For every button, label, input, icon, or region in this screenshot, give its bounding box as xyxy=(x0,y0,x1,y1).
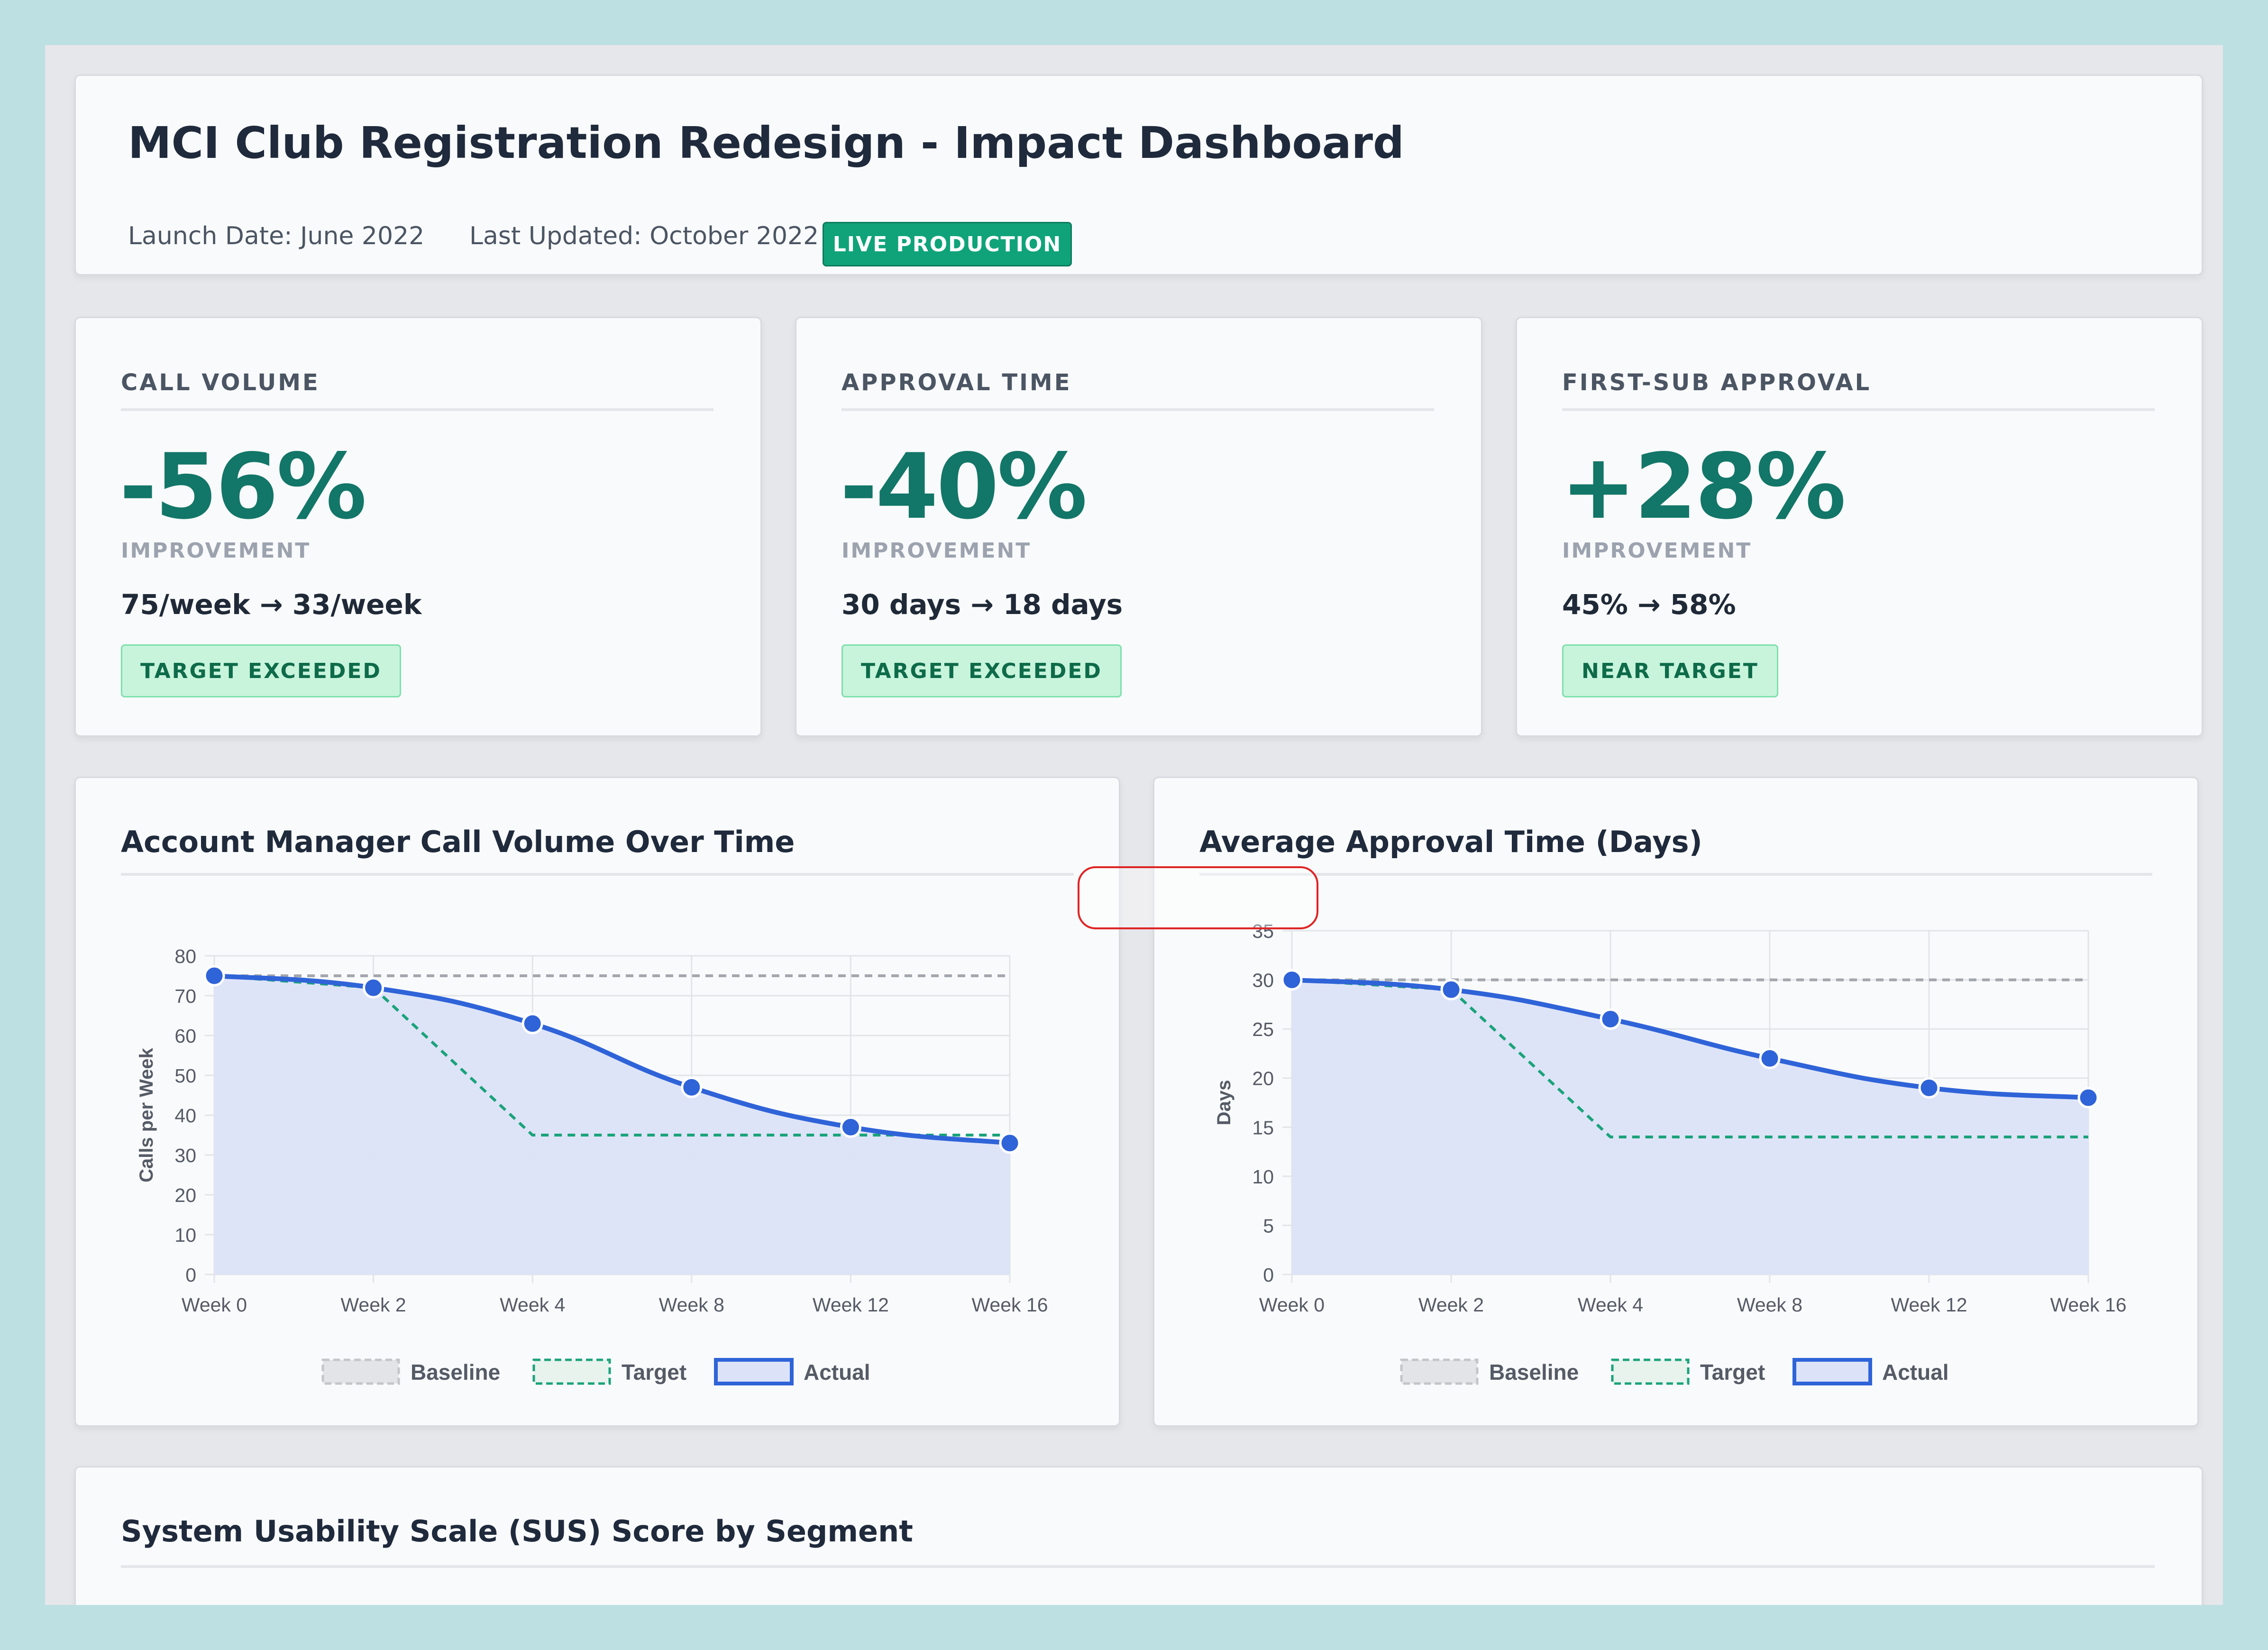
divider xyxy=(121,408,713,411)
y-tick-label: 70 xyxy=(174,985,196,1007)
x-tick-label: Week 2 xyxy=(340,1294,406,1316)
legend-label-actual: Actual xyxy=(1882,1360,1949,1384)
actual-data-point xyxy=(1600,1008,1621,1030)
kpi-detail: 75/week → 33/week xyxy=(121,588,422,621)
actual-data-point xyxy=(840,1116,861,1138)
x-tick-label: Week 0 xyxy=(1259,1294,1325,1316)
kpi-value: -40% xyxy=(840,434,1088,539)
kpi-sublabel: IMPROVEMENT xyxy=(841,539,1032,563)
legend-swatch-baseline xyxy=(1400,1358,1479,1385)
kpi-status-badge: TARGET EXCEEDED xyxy=(841,644,1122,697)
legend-label-target: Target xyxy=(622,1360,686,1384)
x-tick-label: Week 12 xyxy=(1891,1294,1967,1316)
y-tick-label: 20 xyxy=(1252,1068,1274,1090)
sus-section-card: System Usability Scale (SUS) Score by Se… xyxy=(74,1466,2203,1605)
divider xyxy=(121,873,1074,876)
y-tick-label: 60 xyxy=(174,1025,196,1047)
y-tick-label: 5 xyxy=(1263,1215,1274,1237)
kpi-card-first-sub-approval: FIRST-SUB APPROVAL +28% IMPROVEMENT 45% … xyxy=(1516,317,2203,737)
kpi-label: FIRST-SUB APPROVAL xyxy=(1562,369,1872,396)
y-tick-label: 50 xyxy=(174,1065,196,1087)
y-tick-label: 10 xyxy=(174,1224,196,1246)
actual-area xyxy=(214,976,1010,1274)
page-title: MCI Club Registration Redesign - Impact … xyxy=(128,118,1404,168)
section-title: System Usability Scale (SUS) Score by Se… xyxy=(121,1514,913,1549)
actual-data-point xyxy=(203,965,225,987)
y-tick-label: 15 xyxy=(1252,1117,1274,1138)
kpi-label: APPROVAL TIME xyxy=(841,369,1072,396)
approval-time-chart-card: Average Approval Time (Days) 0 5 10 15 20 25 3… xyxy=(1153,777,2199,1427)
dashboard-viewport[interactable]: MCI Club Registration Redesign - Impact … xyxy=(45,45,2223,1605)
legend-swatch-target xyxy=(1611,1358,1690,1385)
kpi-sublabel: IMPROVEMENT xyxy=(1562,539,1752,563)
call-volume-chart: 0 10 20 30 40 50 60 70 80 Week 0 Week 2 Week 4 Week … xyxy=(136,945,1048,1385)
kpi-value: -56% xyxy=(119,434,367,539)
last-updated: Last Updated: October 2022 xyxy=(469,222,819,250)
highlight-annotation-box xyxy=(1078,866,1318,929)
kpi-sublabel: IMPROVEMENT xyxy=(121,539,311,563)
kpi-label: CALL VOLUME xyxy=(121,369,320,396)
y-tick-label: 35 xyxy=(1252,920,1274,942)
actual-data-point xyxy=(2077,1087,2099,1109)
x-tick-label: Week 16 xyxy=(971,1294,1048,1316)
legend-swatch-target xyxy=(532,1358,611,1385)
y-tick-label: 30 xyxy=(1252,970,1274,991)
legend-swatch-baseline xyxy=(321,1358,400,1385)
actual-data-point xyxy=(681,1076,703,1098)
launch-date: Launch Date: June 2022 xyxy=(128,222,425,250)
divider xyxy=(121,1565,2155,1568)
kpi-status-badge: TARGET EXCEEDED xyxy=(121,644,401,697)
y-tick-label: 0 xyxy=(185,1264,196,1286)
chart-title: Account Manager Call Volume Over Time xyxy=(121,825,795,859)
actual-data-point xyxy=(1759,1047,1781,1069)
x-tick-label: Week 8 xyxy=(1737,1294,1802,1316)
legend-label-target: Target xyxy=(1700,1360,1765,1384)
y-tick-label: 30 xyxy=(174,1145,196,1166)
actual-data-point xyxy=(521,1013,543,1035)
y-tick-label: 40 xyxy=(174,1105,196,1127)
legend-label-actual: Actual xyxy=(804,1360,870,1384)
status-badge: LIVE PRODUCTION xyxy=(823,222,1072,266)
y-tick-label: 10 xyxy=(1252,1166,1274,1188)
actual-series-line xyxy=(214,973,1010,1146)
y-tick-label: 0 xyxy=(1263,1264,1274,1286)
actual-series-line xyxy=(1291,977,2089,1100)
y-axis-label: Days xyxy=(1214,1080,1235,1126)
x-tick-label: Week 4 xyxy=(1578,1294,1643,1316)
divider xyxy=(841,408,1434,411)
kpi-card-call-volume: CALL VOLUME -56% IMPROVEMENT 75/week → 3… xyxy=(74,317,762,737)
legend-label-baseline: Baseline xyxy=(1489,1360,1579,1384)
legend-label-baseline: Baseline xyxy=(411,1360,500,1384)
kpi-value: +28% xyxy=(1561,434,1846,539)
x-tick-label: Week 16 xyxy=(2050,1294,2126,1316)
actual-area xyxy=(1292,980,2088,1274)
header-card: MCI Club Registration Redesign - Impact … xyxy=(74,74,2203,275)
y-tick-label: 25 xyxy=(1252,1018,1274,1040)
kpi-status-badge: NEAR TARGET xyxy=(1562,644,1778,697)
x-tick-label: Week 12 xyxy=(813,1294,889,1316)
chart-title: Average Approval Time (Days) xyxy=(1199,825,1702,859)
divider xyxy=(1199,873,2152,876)
y-axis-label: Calls per Week xyxy=(136,1047,157,1182)
legend-swatch-actual xyxy=(714,1358,794,1385)
call-volume-chart-card: Account Manager Call Volume Over Time 0 1… xyxy=(74,777,1120,1427)
actual-data-point xyxy=(363,977,384,999)
actual-data-point xyxy=(1281,969,1303,991)
actual-data-point xyxy=(999,1132,1021,1154)
y-tick-label: 20 xyxy=(174,1184,196,1206)
kpi-detail: 45% → 58% xyxy=(1562,588,1736,621)
actual-data-point xyxy=(1440,979,1462,1000)
kpi-detail: 30 days → 18 days xyxy=(841,588,1123,621)
x-tick-label: Week 2 xyxy=(1418,1294,1484,1316)
y-tick-label: 80 xyxy=(174,945,196,967)
legend-swatch-actual xyxy=(1792,1358,1872,1385)
kpi-card-approval-time: APPROVAL TIME -40% IMPROVEMENT 30 days →… xyxy=(795,317,1482,737)
x-tick-label: Week 0 xyxy=(182,1294,247,1316)
divider xyxy=(1562,408,2155,411)
x-tick-label: Week 8 xyxy=(659,1294,724,1316)
actual-data-point xyxy=(1918,1077,1940,1099)
x-tick-label: Week 4 xyxy=(500,1294,565,1316)
approval-time-chart: 0 5 10 15 20 25 30 35 Week 0 Week 2 Week 4 Week 8 We… xyxy=(1214,920,2127,1385)
